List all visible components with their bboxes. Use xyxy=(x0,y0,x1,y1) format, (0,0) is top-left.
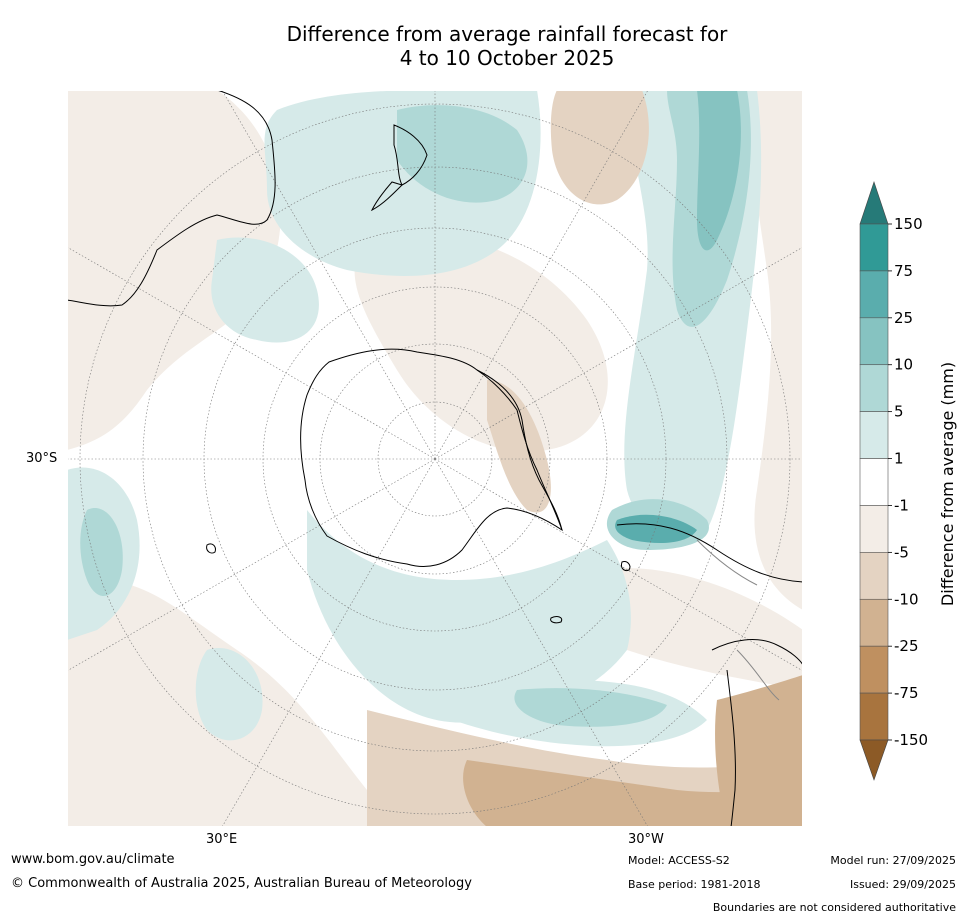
colorbar-label: Difference from average (mm) xyxy=(938,362,957,606)
map-frame xyxy=(67,90,803,827)
longitude-label-30W: 30°W xyxy=(628,832,664,847)
colorbar-band-1-5 xyxy=(859,411,889,459)
country-boundaries xyxy=(696,539,780,701)
dry-region-west xyxy=(67,90,281,450)
colorbar-band-neg75-neg25 xyxy=(859,645,889,694)
falkland-islands xyxy=(621,561,631,571)
wet-core-south-atlantic xyxy=(514,688,667,727)
colorbar: 150 75 25 10 5 1 -1 -5 -10 -25 -75 -150 Difference … xyxy=(859,181,957,781)
meridian-30W xyxy=(434,458,649,827)
colorbar-band-neg25-neg10 xyxy=(859,598,889,647)
south-america-coastline xyxy=(616,523,803,583)
southern-africa-west-coast xyxy=(726,669,736,827)
coastlines xyxy=(67,90,803,827)
new-zealand-north-island xyxy=(393,124,428,186)
colorbar-over-arrow xyxy=(859,181,889,225)
colorbar-under-arrow xyxy=(859,739,889,781)
africa-coastline xyxy=(711,639,803,666)
rainfall-anomaly-map xyxy=(67,90,803,827)
latitude-label-30S: 30°S xyxy=(26,451,58,466)
dry-region-north-centre xyxy=(354,233,608,452)
colorbar-tick-label: 150 xyxy=(894,215,923,233)
colorbar-tick-label: -1 xyxy=(894,496,909,514)
dry-region-southeast-ocean xyxy=(582,568,803,690)
boundary-southern-africa xyxy=(736,649,780,701)
wet-strong-south-america xyxy=(615,514,697,543)
colorbar-band-neg10-neg5 xyxy=(859,552,889,600)
colorbar-band-neg150-neg75 xyxy=(859,692,889,741)
meridian-150W xyxy=(434,90,649,460)
colorbar-tick-label: 1 xyxy=(894,450,904,468)
colorbar-tick-label: -5 xyxy=(894,543,909,561)
footer-disclaimer: Boundaries are not considered authoritat… xyxy=(712,901,956,914)
latitude-circle-40S xyxy=(142,166,728,752)
wet-strong-east-pacific xyxy=(697,90,741,251)
chart-title: Difference from average rainfall forecas… xyxy=(68,22,946,70)
antarctica-coastline xyxy=(300,348,563,567)
graticule xyxy=(67,90,803,827)
colorbar-tick-label: -25 xyxy=(894,637,919,655)
colorbar-band-neg5-neg1 xyxy=(859,505,889,553)
dry-core-pacific xyxy=(550,90,649,205)
colorbar-tick-label: 10 xyxy=(894,356,913,374)
colorbar-band-neg1-1 xyxy=(859,458,889,506)
meridian-30E xyxy=(221,458,436,827)
australia-coastline xyxy=(67,90,276,307)
colorbar-tick-label: 75 xyxy=(894,262,913,280)
colorbar-band-75-150 xyxy=(859,223,889,272)
wet-region-west-pacific xyxy=(211,237,319,343)
new-zealand-south-island xyxy=(370,181,403,212)
footer-model-run: Model run: 27/09/2025 xyxy=(830,854,956,867)
colorbar-tick-label: -150 xyxy=(894,731,928,749)
colorbar-band-25-75 xyxy=(859,270,889,319)
meridian-120E xyxy=(67,246,436,460)
footer-model: Model: ACCESS-S2 xyxy=(628,854,730,867)
colorbar-band-10-25 xyxy=(859,317,889,366)
dry-core-antarctic-peninsula xyxy=(487,380,551,513)
dry-region-east xyxy=(752,90,803,610)
south-georgia xyxy=(550,616,563,624)
footer-website: www.bom.gov.au/climate xyxy=(11,852,175,867)
footer-copyright: © Commonwealth of Australia 2025, Austra… xyxy=(11,876,472,891)
colorbar-band-5-10 xyxy=(859,364,889,412)
title-line-1: Difference from average rainfall forecas… xyxy=(286,22,728,46)
title-line-2: 4 to 10 October 2025 xyxy=(399,46,615,70)
footer-base-period: Base period: 1981-2018 xyxy=(628,878,761,891)
longitude-label-30E: 30°E xyxy=(206,832,238,847)
colorbar-tick-label: 25 xyxy=(894,309,913,327)
footer-issued: Issued: 29/09/2025 xyxy=(849,878,956,891)
colorbar-tick-label: 5 xyxy=(894,403,904,421)
dry-strong-africa-west xyxy=(715,675,803,827)
madagascar-coastline xyxy=(206,543,216,554)
wet-region-southwest-small xyxy=(195,648,263,741)
wet-core-new-zealand xyxy=(397,105,528,203)
meridian-150E xyxy=(221,90,436,460)
wet-core-indian-ocean xyxy=(80,508,123,597)
antarctic-peninsula xyxy=(476,369,563,531)
dry-strong-south-atlantic xyxy=(463,760,803,827)
meridian-60W xyxy=(434,458,803,672)
meridian-120W xyxy=(434,246,803,460)
colorbar-tick-label: -75 xyxy=(894,684,919,702)
latitude-circle-30S xyxy=(79,103,791,815)
meridian-60E xyxy=(67,458,436,672)
colorbar-bands xyxy=(859,223,889,741)
colorbar-ticks: 150 75 25 10 5 1 -1 -5 -10 -25 -75 -150 xyxy=(888,215,928,749)
colorbar-tick-label: -10 xyxy=(894,590,919,608)
boundary-south-america xyxy=(696,539,758,586)
